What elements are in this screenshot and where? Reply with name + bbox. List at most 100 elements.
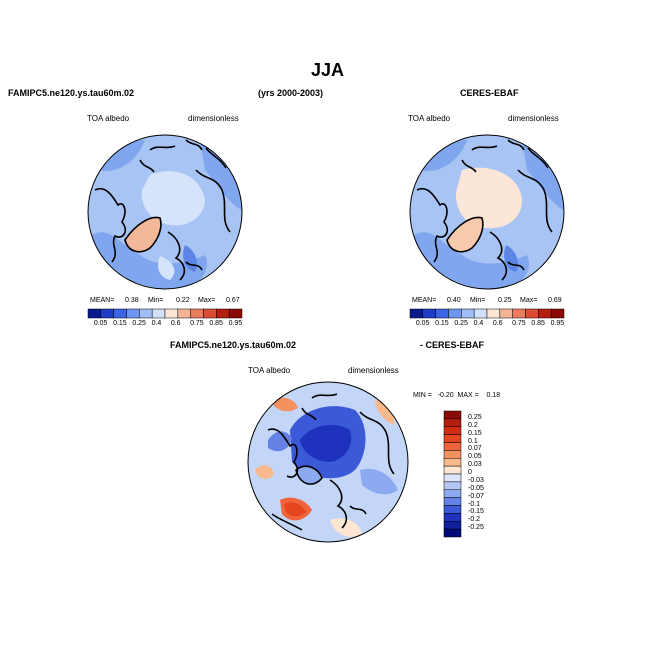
panel3-colorbar-box xyxy=(443,418,462,427)
panel2-colorbar-tick-label: 0.85 xyxy=(531,320,545,327)
panel3-colorbar-tick-label: 0.15 xyxy=(468,429,482,437)
panel2-colorbar-box xyxy=(499,308,513,319)
panel3-min-max: MIN = -0.20 MAX = 0.18 xyxy=(413,392,501,399)
panel2-colorbar-tick-label: 0.75 xyxy=(512,320,526,327)
panel3-case-title: FAMIPC5.ne120.ys.tau60m.02 xyxy=(170,340,297,350)
panel2-frame xyxy=(409,134,565,290)
panel1-colorbar-box xyxy=(151,308,166,319)
panel1-colorbar-tick-label: 0.85 xyxy=(209,320,223,327)
panel2-max-label: Max= xyxy=(520,297,538,304)
panel3-colorbar-tick-label: -0.07 xyxy=(468,492,484,500)
panel1-mean-value: 0.38 xyxy=(125,297,139,304)
panel2-mean-value: 0.40 xyxy=(447,297,461,304)
panel3-colorbar-box xyxy=(443,521,462,530)
panel2-colorbar-box xyxy=(512,308,526,319)
panel1-case-title: FAMIPC5.ne120.ys.tau60m.02 xyxy=(8,88,135,98)
panel3-colorbar-box xyxy=(443,450,462,459)
panel1-colorbar-tick-label: 0.6 xyxy=(170,320,181,327)
panel1-colorbar-tick-label: 0.95 xyxy=(228,320,243,327)
panel3-colorbar-tick-label: 0.1 xyxy=(468,437,478,445)
panel1-colorbar-box xyxy=(100,308,114,319)
panel1-years: (yrs 2000-2003) xyxy=(258,88,324,98)
panel2-colorbar-box xyxy=(473,308,488,319)
panel1-colorbar-tick-label: 0.75 xyxy=(190,320,204,327)
panel2-colorbar-box xyxy=(550,308,565,319)
panel2-colorbar-tick-label: 0.25 xyxy=(454,320,468,327)
panel3-field-label: TOA albedo xyxy=(248,366,291,375)
panel2-colorbar-box xyxy=(538,308,552,319)
panel2-min-value: 0.25 xyxy=(498,297,512,304)
panel3-coastlines xyxy=(267,393,395,531)
panel1-max-label: Max= xyxy=(198,297,216,304)
panel1-min-label: Min= xyxy=(148,297,164,304)
panel1-colorbar-box xyxy=(190,308,204,319)
panel2-units-label: dimensionless xyxy=(508,114,559,123)
panel1-colorbar-box xyxy=(177,308,191,319)
panel3-colorbar-tick-label: 0 xyxy=(468,469,472,476)
panel3-colorbar-box xyxy=(443,434,462,443)
panel1-colorbar-box xyxy=(113,308,127,319)
panel3-colorbar-tick-label: -0.25 xyxy=(468,524,484,532)
panel1-colorbar-box xyxy=(216,308,230,319)
panel2-colorbar xyxy=(409,308,565,319)
panel2-colorbar-box xyxy=(422,308,436,319)
panel3-colorbar-box xyxy=(443,528,462,538)
panel2-colorbar-box xyxy=(486,308,501,319)
panel1-units-label: dimensionless xyxy=(188,114,239,123)
panel1-colorbar-box xyxy=(87,308,102,319)
panel1-colorbar-tick-label: 0.4 xyxy=(151,320,162,327)
panel3-frame xyxy=(247,381,409,543)
panel3-colorbar-box xyxy=(443,442,462,451)
panel2-min-label: Min= xyxy=(470,297,486,304)
panel2-colorbar-tick-label: 0.6 xyxy=(492,320,503,327)
panel3-colorbar xyxy=(443,410,462,538)
panel2-colorbar-box xyxy=(525,308,539,319)
panel2-mean-label: MEAN= xyxy=(412,297,437,304)
panel1-colorbar xyxy=(87,308,243,319)
panel3-colorbar-tick-label: 0.03 xyxy=(468,461,482,469)
panel1-colorbar-box xyxy=(139,308,153,319)
figure-title: JJA xyxy=(311,60,345,80)
panel3-colorbar-tick-label: 0.25 xyxy=(468,413,482,421)
panel2-colorbar-box xyxy=(435,308,449,319)
panel1-colorbar-tick-label: 0.15 xyxy=(113,320,127,327)
panel3-obs-title: - CERES-EBAF xyxy=(420,340,485,350)
panel3-colorbar-box xyxy=(443,465,462,475)
panel3-colorbar-tick-label: -0.1 xyxy=(468,500,481,508)
panel3-colorbar-box xyxy=(443,410,462,420)
panel1-colorbar-box xyxy=(228,308,243,319)
panel1-colorbar-box xyxy=(164,308,179,319)
panel1-field-label: TOA albedo xyxy=(87,114,130,123)
panel2-colorbar-box xyxy=(409,308,424,319)
panel3-colorbar-tick-label: -0.2 xyxy=(468,516,481,524)
panel1-colorbar-box xyxy=(126,308,140,319)
panel3-colorbar-box xyxy=(443,489,462,498)
panel1-frame xyxy=(87,134,243,290)
panel1-colorbar-tick-label: 0.05 xyxy=(93,320,108,327)
panel2-field-label: TOA albedo xyxy=(408,114,451,123)
panel3-colorbar-box xyxy=(443,497,462,506)
panel2-colorbar-tick-label: 0.05 xyxy=(415,320,430,327)
panel3-colorbar-box xyxy=(443,481,462,490)
panel1-mean-label: MEAN= xyxy=(90,297,115,304)
panel2-max-value: 0.69 xyxy=(548,297,562,304)
panel2-colorbar-tick-label: 0.95 xyxy=(550,320,565,327)
panel3-colorbar-tick-label: -0.15 xyxy=(468,508,484,516)
panel3-colorbar-box xyxy=(443,426,462,435)
panel3-units-label: dimensionless xyxy=(348,366,399,375)
panel1-map xyxy=(88,135,242,289)
panel1-max-value: 0.67 xyxy=(226,297,240,304)
panel3-colorbar-tick-label: 0.05 xyxy=(468,453,482,461)
panel1-colorbar-box xyxy=(203,308,217,319)
panel3-colorbar-tick-label: 0.2 xyxy=(468,421,478,429)
panel3-colorbar-box xyxy=(443,458,462,467)
panel1-colorbar-tick-label: 0.25 xyxy=(132,320,146,327)
panel3-colorbar-box xyxy=(443,513,462,522)
panel2-colorbar-tick-label: 0.4 xyxy=(473,320,484,327)
panel3-map xyxy=(248,382,408,542)
panel2-colorbar-tick-label: 0.15 xyxy=(435,320,449,327)
panel1-min-value: 0.22 xyxy=(176,297,190,304)
panel2-obs-title: CERES-EBAF xyxy=(460,88,519,98)
panel3-colorbar-box xyxy=(443,473,462,483)
